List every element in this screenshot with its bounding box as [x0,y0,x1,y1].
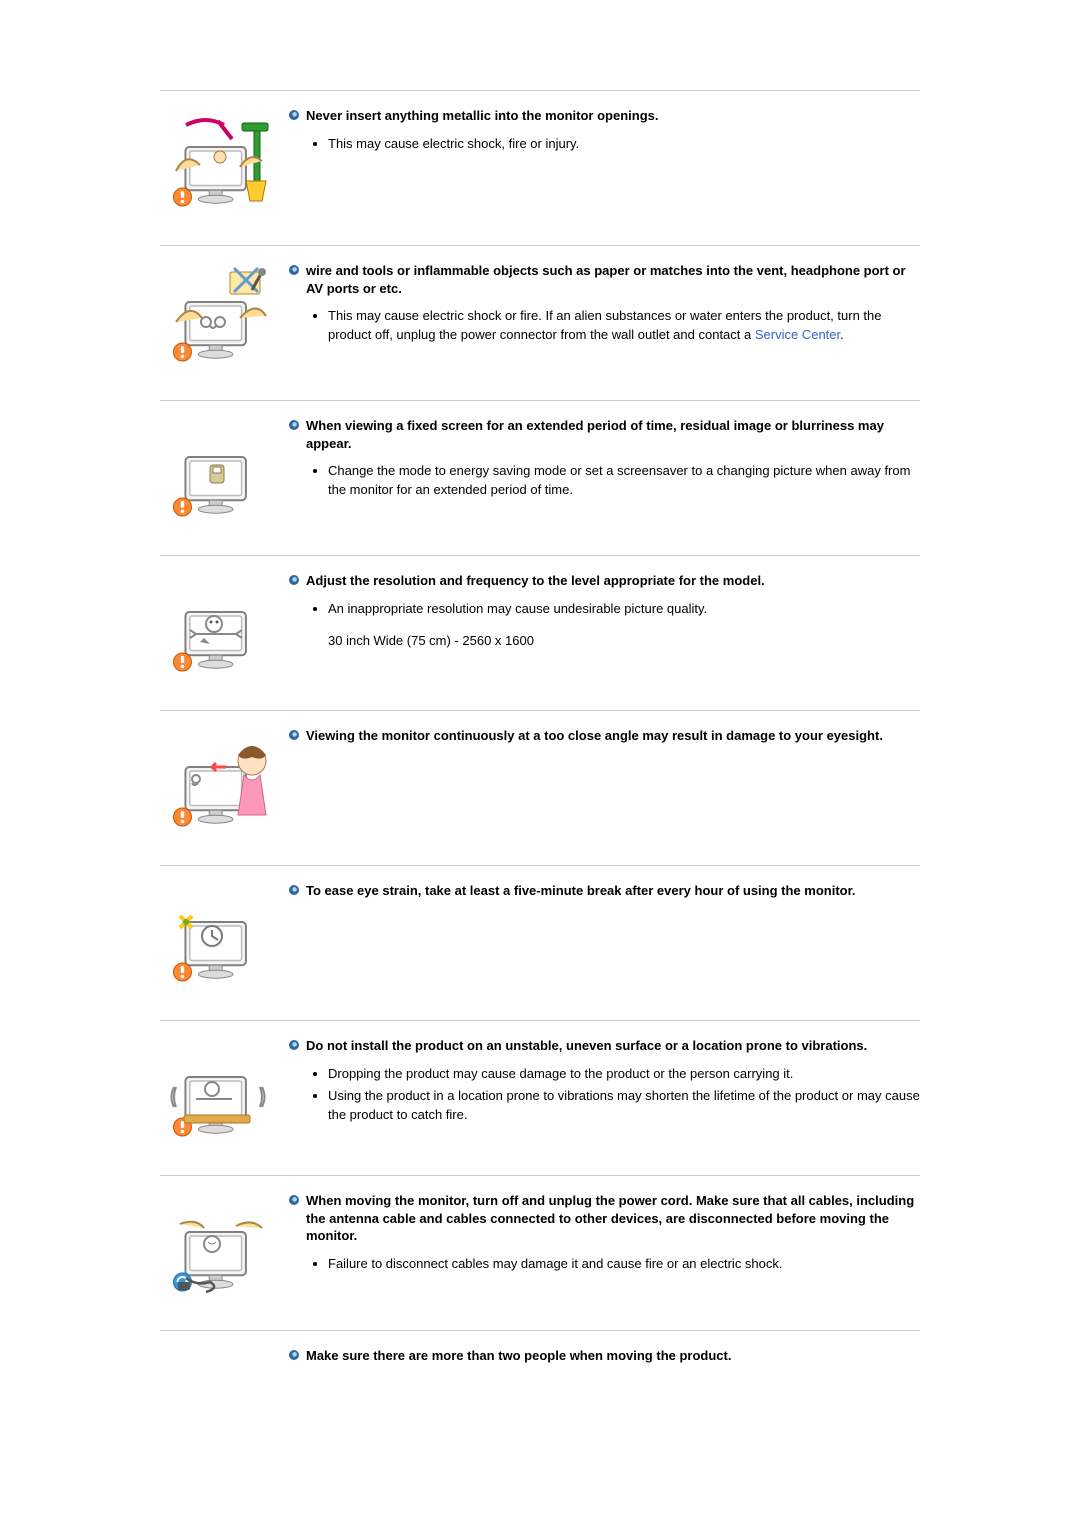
sec-eye-strain-icon [160,880,280,986]
section-extra-note: 30 inch Wide (75 cm) - 2560 x 1600 [328,632,920,651]
section-heading-text: Viewing the monitor continuously at a to… [306,727,883,745]
heading-bullet-icon [288,1349,300,1361]
sec-unstable-text: Do not install the product on an unstabl… [280,1035,920,1129]
sec-moving: When moving the monitor, turn off and un… [160,1175,920,1330]
sec-metallic: Never insert anything metallic into the … [160,90,920,245]
section-bullet-item: Failure to disconnect cables may damage … [328,1255,920,1274]
section-heading: wire and tools or inflammable objects su… [288,262,920,297]
sec-metallic-icon [160,105,280,211]
section-bullet-item: Change the mode to energy saving mode or… [328,462,920,500]
sec-wire-tools-icon [160,260,280,366]
section-bullets: An inappropriate resolution may cause un… [328,600,920,619]
section-bullet-item: This may cause electric shock, fire or i… [328,135,920,154]
sec-eye-strain: To ease eye strain, take at least a five… [160,865,920,1020]
section-heading-text: When viewing a fixed screen for an exten… [306,417,920,452]
sec-wire-tools-text: wire and tools or inflammable objects su… [280,260,920,349]
sec-fixed-screen-icon [160,415,280,521]
sec-unstable: Do not install the product on an unstabl… [160,1020,920,1175]
section-heading: Make sure there are more than two people… [288,1347,920,1365]
service-center-link[interactable]: Service Center [755,327,840,342]
section-bullet-item: Using the product in a location prone to… [328,1087,920,1125]
section-bullets: Change the mode to energy saving mode or… [328,462,920,500]
section-heading: Never insert anything metallic into the … [288,107,920,125]
sec-close-angle-text: Viewing the monitor continuously at a to… [280,725,920,755]
sec-moving-icon [160,1190,280,1296]
sec-eye-strain-text: To ease eye strain, take at least a five… [280,880,920,910]
section-heading: To ease eye strain, take at least a five… [288,882,920,900]
heading-bullet-icon [288,1194,300,1206]
section-bullet-item: Dropping the product may cause damage to… [328,1065,920,1084]
section-bullets: Failure to disconnect cables may damage … [328,1255,920,1274]
sec-metallic-text: Never insert anything metallic into the … [280,105,920,157]
section-heading: When moving the monitor, turn off and un… [288,1192,920,1245]
safety-doc-page: Never insert anything metallic into the … [0,0,1080,1449]
sec-resolution: Adjust the resolution and frequency to t… [160,555,920,710]
section-heading-text: Adjust the resolution and frequency to t… [306,572,765,590]
sec-fixed-screen-text: When viewing a fixed screen for an exten… [280,415,920,504]
sec-two-people-text: Make sure there are more than two people… [280,1345,920,1375]
sec-close-angle: Viewing the monitor continuously at a to… [160,710,920,865]
sec-close-angle-icon [160,725,280,831]
sec-two-people-icon [160,1345,280,1351]
section-bullets: Dropping the product may cause damage to… [328,1065,920,1126]
sec-resolution-icon [160,570,280,676]
heading-bullet-icon [288,109,300,121]
sec-unstable-icon [160,1035,280,1141]
section-bullets: This may cause electric shock, fire or i… [328,135,920,154]
section-heading: Viewing the monitor continuously at a to… [288,727,920,745]
section-heading: When viewing a fixed screen for an exten… [288,417,920,452]
heading-bullet-icon [288,884,300,896]
section-heading: Adjust the resolution and frequency to t… [288,572,920,590]
section-heading-text: To ease eye strain, take at least a five… [306,882,856,900]
sec-moving-text: When moving the monitor, turn off and un… [280,1190,920,1277]
section-heading-text: wire and tools or inflammable objects su… [306,262,920,297]
sec-two-people: Make sure there are more than two people… [160,1330,920,1409]
section-bullet-item: This may cause electric shock or fire. I… [328,307,920,345]
bullet-trailing: . [840,327,844,342]
section-bullet-item: An inappropriate resolution may cause un… [328,600,920,619]
section-heading: Do not install the product on an unstabl… [288,1037,920,1055]
section-heading-text: Never insert anything metallic into the … [306,107,659,125]
sec-fixed-screen: When viewing a fixed screen for an exten… [160,400,920,555]
heading-bullet-icon [288,574,300,586]
heading-bullet-icon [288,729,300,741]
section-bullets: This may cause electric shock or fire. I… [328,307,920,345]
sec-wire-tools: wire and tools or inflammable objects su… [160,245,920,400]
section-heading-text: Make sure there are more than two people… [306,1347,731,1365]
heading-bullet-icon [288,1039,300,1051]
heading-bullet-icon [288,419,300,431]
sec-resolution-text: Adjust the resolution and frequency to t… [280,570,920,651]
section-heading-text: When moving the monitor, turn off and un… [306,1192,920,1245]
section-heading-text: Do not install the product on an unstabl… [306,1037,867,1055]
heading-bullet-icon [288,264,300,276]
